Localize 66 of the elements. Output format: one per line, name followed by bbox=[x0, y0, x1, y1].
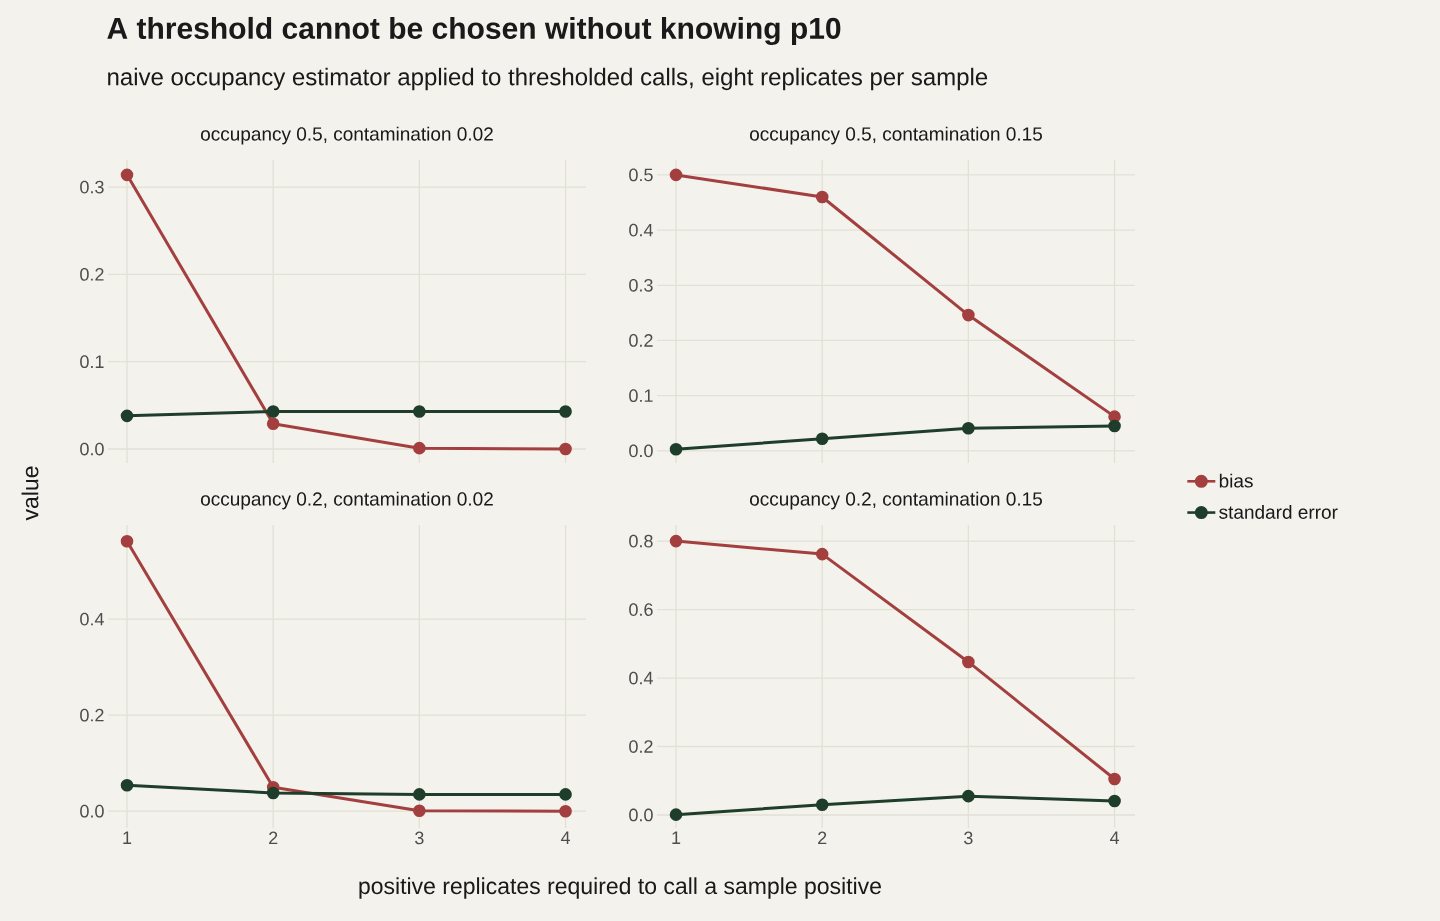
y-tick-label: 0.4 bbox=[629, 223, 653, 237]
y-tick-label: 0.0 bbox=[629, 444, 653, 458]
point bbox=[962, 655, 975, 669]
point bbox=[559, 405, 572, 418]
point bbox=[669, 442, 683, 456]
x-tick-label: 4 bbox=[1109, 831, 1120, 844]
y-tick-label: 0.4 bbox=[80, 612, 104, 626]
point bbox=[266, 786, 280, 800]
x-tick-label: 1 bbox=[672, 831, 681, 844]
point bbox=[120, 535, 134, 548]
point bbox=[413, 441, 426, 455]
text: A threshold cannot be chosen without knowing p10 bbox=[107, 16, 841, 46]
chart-title: occupancy 0.5, contamination 0.15 bbox=[749, 126, 1042, 145]
y-tick-label: 0.0 bbox=[629, 808, 653, 822]
point bbox=[962, 308, 975, 322]
legend-label: standard error bbox=[1219, 504, 1338, 519]
x-tick-label: 2 bbox=[818, 831, 827, 845]
y-tick-label: 0.0 bbox=[80, 442, 104, 456]
x-axis-title: positive replicates required to call a sample positive bbox=[359, 877, 881, 899]
text: naive occupancy estimator applied to thresholded calls, eight replicates per sample bbox=[108, 67, 988, 91]
point bbox=[559, 442, 572, 456]
y-tick-label: 0.1 bbox=[80, 355, 104, 369]
point bbox=[815, 798, 829, 812]
point bbox=[815, 190, 829, 204]
y-tick-label: 0.8 bbox=[629, 534, 653, 548]
x-tick-label: 1 bbox=[123, 831, 132, 844]
point bbox=[1108, 794, 1121, 808]
y-axis-title: value bbox=[21, 466, 39, 521]
point bbox=[120, 778, 134, 792]
x-tick-label: 3 bbox=[415, 831, 424, 845]
point bbox=[120, 409, 134, 423]
y-tick-label: 0.3 bbox=[629, 278, 653, 292]
point bbox=[1108, 772, 1121, 786]
y-tick-label: 0.0 bbox=[80, 804, 104, 818]
point bbox=[413, 405, 426, 418]
point bbox=[120, 168, 134, 182]
point bbox=[815, 547, 829, 561]
point bbox=[962, 789, 975, 803]
point bbox=[559, 804, 572, 818]
x-tick-label: 3 bbox=[964, 831, 973, 845]
point bbox=[669, 168, 683, 182]
point bbox=[559, 788, 572, 801]
point bbox=[669, 534, 683, 548]
point bbox=[266, 405, 280, 418]
legend-label: bias bbox=[1219, 473, 1253, 488]
y-tick-label: 0.2 bbox=[80, 708, 104, 722]
x-tick-label: 4 bbox=[560, 831, 571, 844]
y-tick-label: 0.1 bbox=[629, 389, 653, 403]
y-tick-label: 0.4 bbox=[629, 671, 653, 685]
point bbox=[669, 808, 683, 821]
y-tick-label: 0.2 bbox=[629, 334, 653, 347]
y-tick-label: 0.3 bbox=[80, 180, 104, 194]
point bbox=[1108, 419, 1121, 433]
chart-title: occupancy 0.2, contamination 0.15 bbox=[749, 491, 1042, 510]
x-tick-label: 2 bbox=[269, 831, 278, 845]
chart-title: occupancy 0.2, contamination 0.02 bbox=[200, 491, 493, 510]
point bbox=[962, 421, 975, 435]
y-tick-label: 0.5 bbox=[629, 168, 653, 182]
point bbox=[413, 804, 426, 818]
point bbox=[266, 417, 280, 430]
y-tick-label: 0.2 bbox=[80, 268, 104, 281]
chart-title: occupancy 0.5, contamination 0.02 bbox=[200, 126, 493, 145]
y-tick-label: 0.2 bbox=[629, 740, 653, 753]
point bbox=[815, 432, 829, 446]
y-tick-label: 0.6 bbox=[629, 603, 653, 616]
point bbox=[413, 788, 426, 801]
